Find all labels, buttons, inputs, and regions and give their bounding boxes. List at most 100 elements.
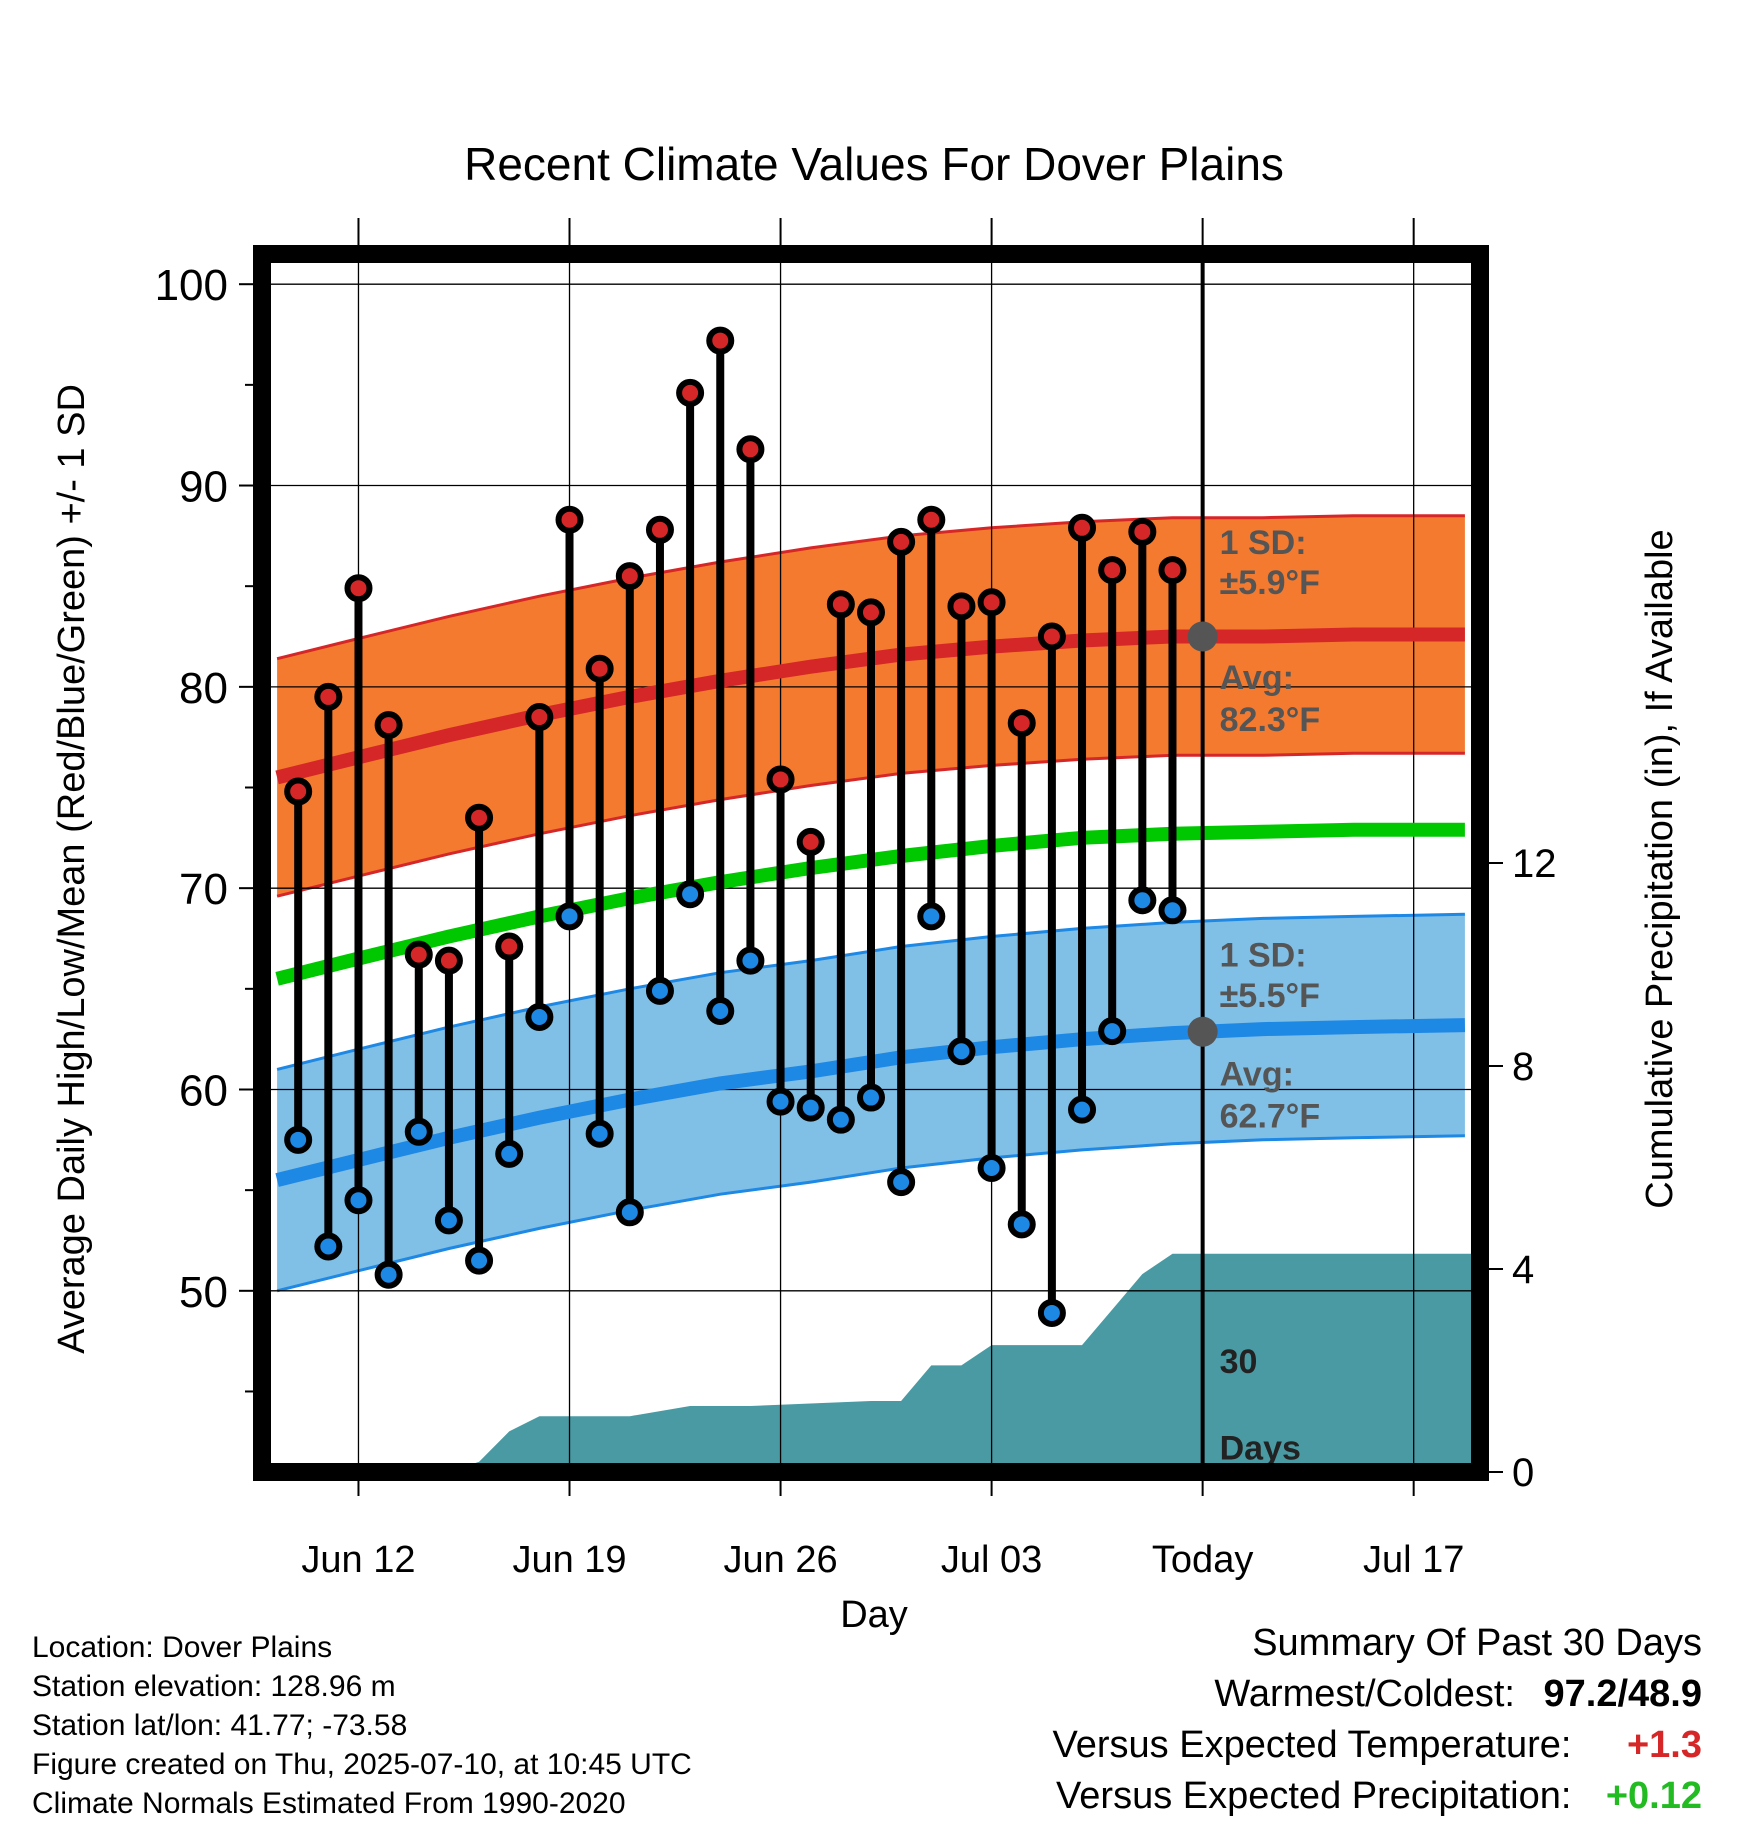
daily-low-point — [344, 1186, 373, 1215]
chart-annotations: 1 SD: ±5.9°F Avg: 82.3°F 1 SD: ±5.5°F Avg: 6… — [1220, 524, 1321, 1467]
daily-high-point — [495, 932, 524, 961]
high-avg-label-line2: 82.3°F — [1220, 701, 1321, 739]
daily-low-point — [917, 902, 946, 931]
daily-low-point — [1128, 886, 1157, 915]
daily-low-point — [736, 946, 765, 975]
daily-low-point — [555, 902, 584, 931]
y-axis-tick-label: 60 — [179, 1066, 228, 1115]
y-axis-tick-label: 90 — [179, 463, 228, 512]
daily-high-point — [525, 703, 554, 732]
daily-low-point — [1068, 1095, 1097, 1124]
daily-high-point — [465, 803, 494, 832]
y-axis-label: Average Daily High/Low/Mean (Red/Blue/Gr… — [51, 384, 93, 1354]
low-avg-label-line1: Avg: — [1220, 1055, 1294, 1093]
info-elevation: Station elevation: 128.96 m — [32, 1670, 396, 1703]
daily-low-point — [706, 996, 735, 1025]
y-axis-tick-label: 100 — [155, 261, 228, 310]
daily-low-point — [404, 1117, 433, 1146]
x-axis-tick-label: Jul 03 — [941, 1539, 1042, 1581]
x-axis-tick-label: Jun 12 — [301, 1539, 415, 1581]
summary-title: Summary Of Past 30 Days — [1252, 1622, 1702, 1664]
daily-high-point — [826, 590, 855, 619]
daily-high-point — [555, 505, 584, 534]
high-average-line — [275, 627, 1465, 785]
daily-high-point — [1128, 517, 1157, 546]
summary-warmest-label: Warmest/Coldest: — [1214, 1673, 1515, 1715]
high-sd-label: 1 SD: ±5.9°F — [1220, 524, 1320, 602]
daily-range-bars — [284, 326, 1187, 1327]
summary-panel: Summary Of Past 30 Days Warmest/Coldest:… — [1053, 1618, 1702, 1822]
mean-average-line — [275, 822, 1465, 986]
daily-low-point — [826, 1105, 855, 1134]
low-band-lower-edge — [276, 1134, 1465, 1293]
precipitation-area — [268, 1253, 1480, 1472]
summary-temp-label: Versus Expected Temperature: — [1052, 1724, 1572, 1766]
daily-high-point — [374, 711, 403, 740]
daily-low-point — [495, 1139, 524, 1168]
plot-frame — [253, 245, 1489, 1481]
x-axis-label: Day — [840, 1594, 908, 1636]
info-location: Location: Dover Plains — [32, 1631, 333, 1664]
daily-high-point — [857, 598, 885, 627]
x-axis-tick-label: Jun 26 — [724, 1539, 838, 1581]
low-avg-label: Avg: 62.7°F — [1220, 1055, 1321, 1135]
low-band-upper-edge — [276, 912, 1465, 1071]
daily-low-point — [947, 1037, 976, 1066]
daily-low-point — [857, 1083, 885, 1112]
high-avg-label: Avg: 82.3°F — [1220, 659, 1321, 739]
y2-axis-tick-label: 4 — [1512, 1248, 1534, 1292]
y2-axis-label: Cumulative Precipitation (in), If Availa… — [1639, 529, 1681, 1208]
summary-warmest-value: 97.2/48.9 — [1543, 1673, 1702, 1715]
daily-low-point — [1158, 896, 1187, 925]
daily-low-point — [1007, 1210, 1036, 1239]
summary-precip-label: Versus Expected Precipitation: — [1056, 1775, 1572, 1817]
daily-high-point — [1007, 709, 1036, 738]
low-sd-label: 1 SD: ±5.5°F — [1220, 937, 1320, 1015]
daily-high-point — [1068, 513, 1097, 542]
summary-temp-value: +1.3 — [1626, 1724, 1702, 1766]
today-days-label: 30 Days — [1220, 1343, 1301, 1467]
y-axis-tick-label: 50 — [179, 1268, 228, 1317]
info-created: Figure created on Thu, 2025-07-10, at 10… — [32, 1748, 692, 1781]
daily-low-point — [284, 1125, 313, 1154]
daily-low-point — [374, 1260, 403, 1289]
y-axis-tick-label: 70 — [179, 865, 228, 914]
daily-low-point — [645, 976, 674, 1005]
summary-warmest-row: Warmest/Coldest: 97.2/48.9 — [1053, 1669, 1702, 1720]
low-average-line — [275, 1018, 1466, 1187]
station-info: Location: Dover Plains Station elevation… — [32, 1628, 692, 1823]
summary-temp-row: Versus Expected Temperature: +1.3 — [1053, 1720, 1702, 1771]
daily-high-point — [736, 435, 765, 464]
daily-high-point — [796, 827, 825, 856]
low-avg-marker — [1187, 1016, 1218, 1047]
daily-high-point — [434, 946, 463, 975]
daily-high-point — [615, 562, 644, 591]
y2-axis-tick-label: 0 — [1512, 1451, 1534, 1495]
daily-high-point — [887, 527, 916, 556]
daily-high-point — [585, 654, 614, 683]
today-label-line1: 30 — [1220, 1343, 1258, 1381]
daily-low-point — [796, 1093, 825, 1122]
daily-high-point — [404, 940, 433, 969]
daily-high-point — [645, 515, 674, 544]
chart-title: Recent Climate Values For Dover Plains — [464, 138, 1284, 190]
x-axis-tick-label: Jun 19 — [512, 1539, 626, 1581]
low-avg-label-line2: 62.7°F — [1220, 1098, 1321, 1136]
daily-high-point — [977, 588, 1006, 617]
high-avg-marker — [1187, 621, 1218, 652]
daily-low-point — [585, 1119, 614, 1148]
daily-high-point — [284, 777, 313, 806]
daily-high-point — [1158, 556, 1187, 585]
daily-low-point — [766, 1087, 795, 1116]
y2-axis-tick-label: 12 — [1512, 842, 1557, 886]
high-band-upper-edge — [276, 514, 1465, 661]
daily-high-point — [676, 378, 705, 407]
daily-high-point — [917, 505, 946, 534]
daily-low-point — [1098, 1017, 1127, 1046]
daily-low-point — [615, 1198, 644, 1227]
daily-low-point — [465, 1246, 494, 1275]
high-sd-label-line1: 1 SD: — [1220, 524, 1307, 562]
daily-low-point — [314, 1232, 343, 1261]
axes: 50 60 70 80 90 100 0 4 8 12 Jun 12 Jun 19 Jun 26 Jul … — [155, 218, 1557, 1581]
